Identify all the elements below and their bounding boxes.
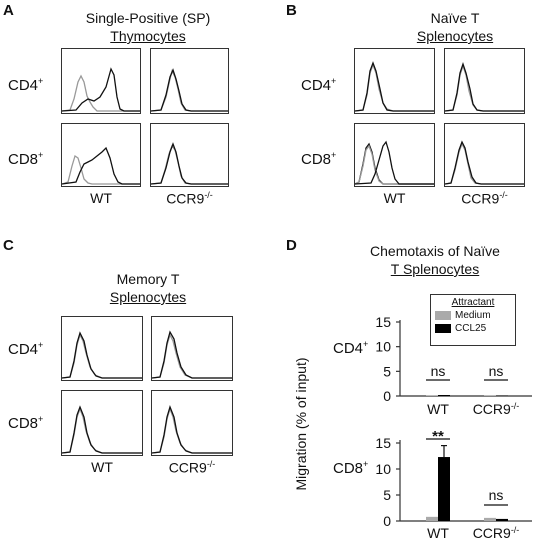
cd4-ytick-label-15: 15: [375, 314, 391, 330]
cd8-bar-ccr9-medium: [484, 517, 496, 521]
cd8-ytick-label-0: 0: [383, 513, 391, 529]
cd8-ytick-label-10: 10: [375, 461, 391, 477]
cd4-wt-sig: ns: [431, 363, 446, 379]
panel-a-title: Single-Positive (SP) Thymocytes: [48, 9, 248, 45]
panel-c-title-line1: Memory T: [116, 271, 180, 287]
cd8-ccr9-sig: ns: [489, 487, 504, 503]
cd8-x-label-wt: WT: [427, 525, 449, 541]
histogram-c-cd4-ccr9: [151, 316, 233, 381]
histogram-b-cd8-ccr9: [444, 123, 525, 187]
panel-b-row-cd4: CD4+: [301, 76, 337, 94]
cd8-x-label-ccr9: CCR9-/-: [473, 525, 520, 541]
panel-letter-a: A: [3, 2, 14, 19]
legend-swatch-ccl25: [435, 324, 451, 333]
cd8-bar-wt-medium: [426, 516, 438, 521]
panel-letter-c: C: [3, 237, 14, 254]
panel-a-title-line2: Thymocytes: [110, 28, 186, 44]
histogram-a-cd4-ccr9: [150, 48, 229, 114]
legend-title: Attractant: [451, 297, 495, 308]
panel-b-title: Naïve T Splenocytes: [380, 9, 530, 45]
chart-d-legend: Attractant Medium CCL25: [430, 294, 516, 346]
cd4-ccr9-sig: ns: [489, 363, 504, 379]
histogram-c-cd8-ccr9: [151, 390, 233, 456]
panel-b-title-line2: Splenocytes: [416, 28, 494, 44]
cd8-bar-wt-ccl25: [438, 457, 450, 521]
histogram-c-cd4-wt: [61, 316, 143, 381]
panel-c-row-cd8: CD8+: [8, 414, 44, 432]
cd4-ytick-label-5: 5: [383, 363, 391, 379]
panel-a-row-cd8: CD8+: [8, 150, 44, 168]
cd4-x-label-wt: WT: [427, 401, 449, 417]
cd4-bar-wt-ccl25: [438, 395, 450, 396]
panel-letter-b: B: [286, 2, 297, 19]
panel-d-row-cd4: CD4+: [333, 339, 369, 357]
cd8-ytick-label-5: 5: [383, 487, 391, 503]
histogram-c-cd8-wt: [61, 390, 143, 456]
cd4-ytick-label-10: 10: [375, 339, 391, 355]
panel-a-col-ccr9: CCR9-/-: [166, 190, 213, 207]
panel-b-row-cd8: CD8+: [301, 150, 337, 168]
panel-c-col-wt: WT: [91, 459, 113, 475]
panel-a-col-wt: WT: [90, 190, 112, 206]
histogram-b-cd8-wt: [354, 123, 435, 187]
panel-c-col-ccr9: CCR9-/-: [168, 459, 216, 476]
panel-c-row-cd4: CD4+: [8, 340, 44, 358]
histogram-b-cd4-ccr9: [444, 48, 525, 114]
cd4-ytick-label-0: 0: [383, 388, 391, 404]
histogram-a-cd8-ccr9: [150, 123, 229, 187]
legend-label-medium: Medium: [455, 310, 491, 321]
cd8-bar-ccr9-ccl25: [496, 518, 508, 521]
panel-b-col-ccr9: CCR9-/-: [461, 190, 508, 207]
legend-item-ccl25: CCL25: [435, 323, 515, 334]
histogram-b-cd4-wt: [354, 48, 435, 114]
panel-a-row-cd4: CD4+: [8, 76, 44, 94]
cd8-ytick-label-15: 15: [375, 435, 391, 451]
panel-letter-d: D: [286, 237, 297, 254]
histogram-a-cd4-wt: [61, 48, 141, 114]
legend-item-medium: Medium: [435, 310, 515, 321]
panel-d-title-line1: Chemotaxis of Naïve: [370, 243, 500, 259]
panel-b-title-line1: Naïve T: [430, 10, 480, 26]
panel-a-title-line1: Single-Positive (SP): [85, 10, 211, 26]
panel-c-title-line2: Splenocytes: [109, 289, 187, 305]
panel-d-title-line2: T Splenocytes: [390, 261, 480, 277]
cd4-x-label-ccr9: CCR9-/-: [473, 401, 520, 417]
chart-d-ylabel: Migration (% of input): [293, 357, 309, 490]
legend-swatch-medium: [435, 311, 451, 320]
cd8-wt-sig: **: [432, 428, 444, 445]
histogram-a-cd8-wt: [61, 123, 141, 187]
panel-c-title: Memory T Splenocytes: [88, 270, 208, 306]
panel-d-row-cd8: CD8+: [333, 459, 369, 477]
panel-b-col-wt: WT: [383, 190, 406, 206]
legend-label-ccl25: CCL25: [455, 323, 487, 334]
panel-d-title: Chemotaxis of Naïve T Splenocytes: [355, 242, 515, 278]
